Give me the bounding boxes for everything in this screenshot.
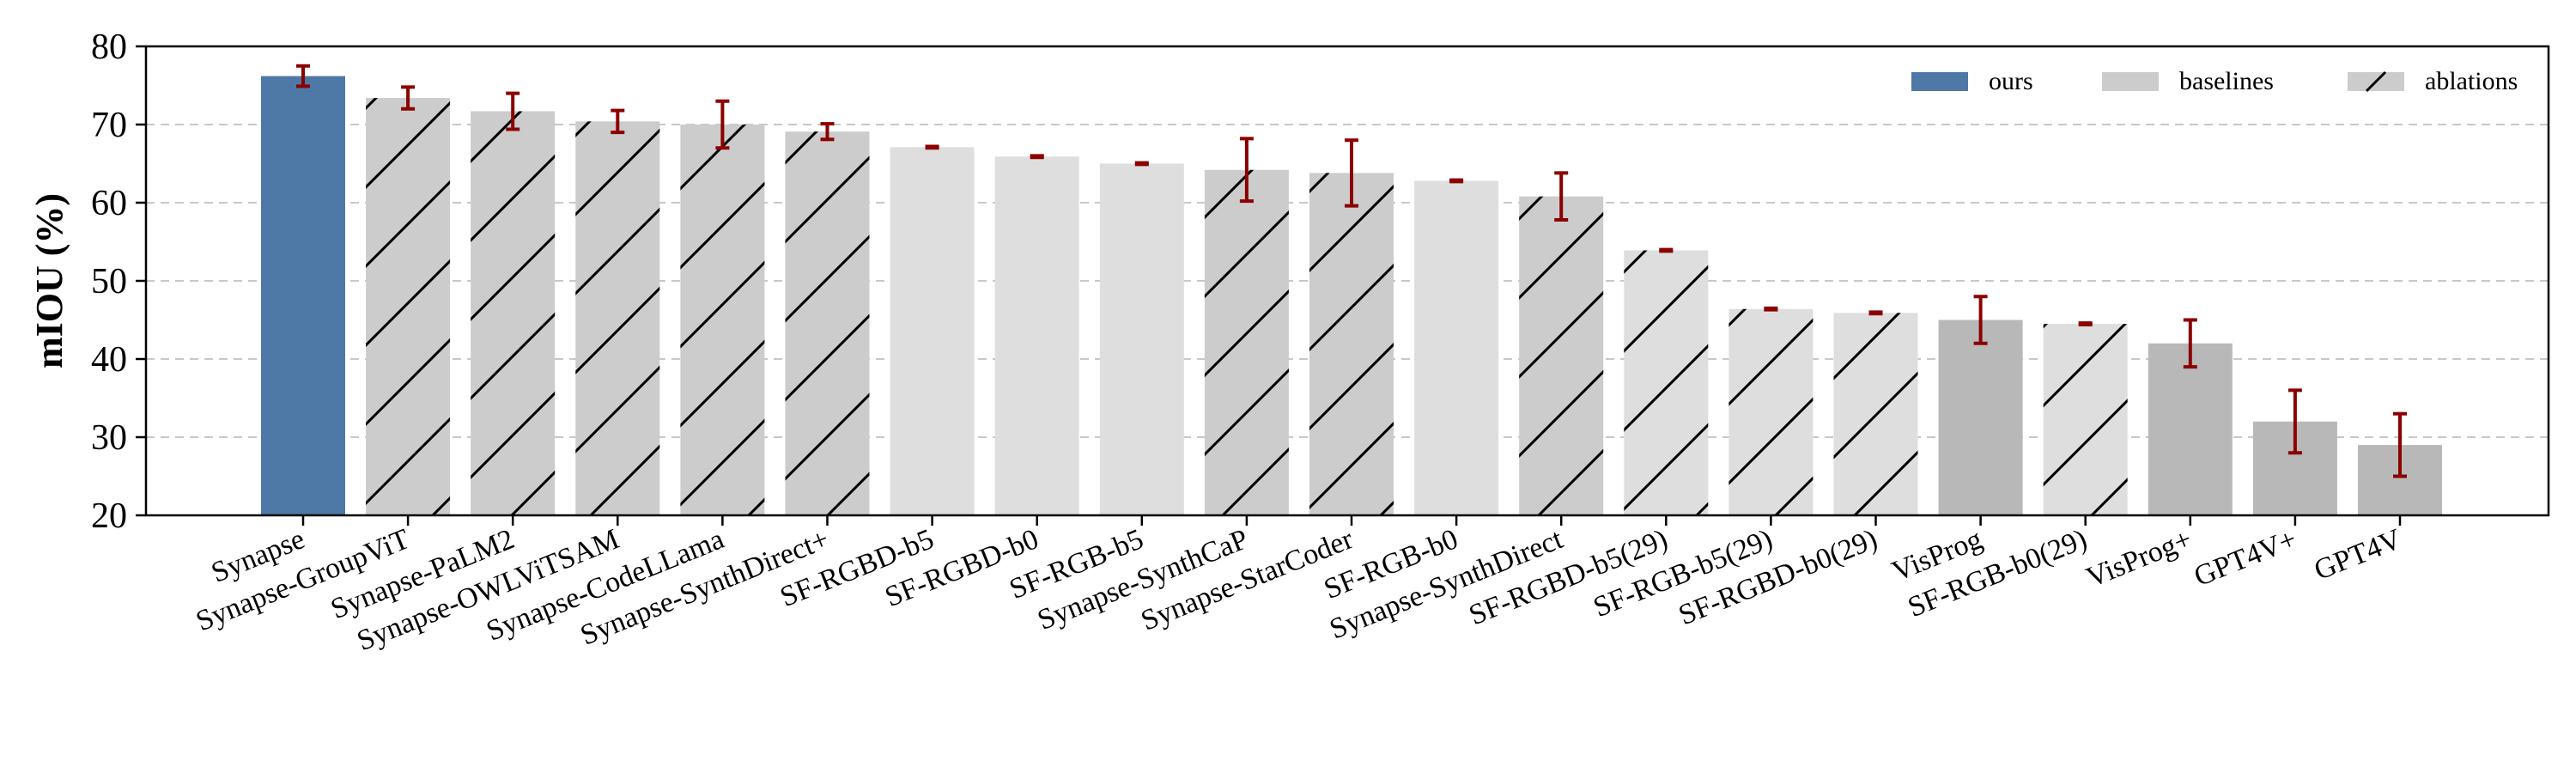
y-tick-label: 30 — [91, 418, 127, 458]
x-axis: SynapseSynapse-GroupViTSynapse-PaLM2Syna… — [191, 515, 2406, 657]
legend-item-ours: ours — [1911, 67, 2033, 95]
legend-label: ours — [1989, 67, 2033, 95]
error-bar — [506, 91, 520, 131]
bar-hatch — [680, 125, 765, 515]
error-bar — [401, 85, 416, 111]
y-tick-label: 60 — [91, 184, 127, 223]
legend-item-ablations: ablations — [2348, 67, 2518, 95]
error-bar — [1239, 137, 1254, 204]
bar-sf-rgb-b5 — [1099, 163, 1184, 515]
error-bar — [925, 144, 939, 150]
x-tick-label: GPT4V+ — [2190, 523, 2301, 593]
legend-item-baselines: baselines — [2102, 67, 2274, 95]
x-tick-label: VisProg+ — [2082, 523, 2196, 593]
y-tick-label: 50 — [91, 262, 127, 301]
legend-hatch — [2365, 70, 2387, 93]
y-axis: 20 30 40 50 60 70 80 — [91, 27, 146, 536]
bar-visprog — [1938, 320, 2023, 515]
error-bar — [1134, 161, 1149, 167]
error-bar — [611, 108, 625, 135]
error-bar — [2393, 411, 2407, 478]
y-tick-label: 80 — [91, 27, 127, 67]
bar-hatch — [1728, 308, 1814, 515]
bar-hatch — [1624, 250, 1709, 515]
legend: ours baselines ablations — [1911, 67, 2518, 95]
error-bar — [296, 64, 310, 88]
bar-hatch — [785, 131, 870, 515]
y-tick-label: 20 — [91, 496, 127, 536]
error-bar — [1868, 310, 1883, 316]
bar-hatch — [1833, 313, 1918, 515]
bar-sf-rgbd-b0 — [994, 156, 1079, 515]
bar-visprog- — [2148, 343, 2233, 515]
error-bar — [1659, 247, 1674, 253]
error-bar — [1030, 154, 1044, 160]
error-bar — [820, 122, 835, 142]
bar-hatch — [575, 121, 660, 516]
y-tick-label: 40 — [91, 340, 127, 380]
bar-hatch — [1204, 169, 1289, 515]
x-tick-label: GPT4V — [2310, 523, 2406, 587]
error-bar — [715, 99, 730, 150]
error-bar — [1764, 306, 1778, 312]
error-bar — [2078, 321, 2093, 326]
bar-sf-rgb-b0 — [1414, 180, 1499, 515]
error-bars — [296, 64, 2407, 478]
legend-label: ablations — [2425, 67, 2518, 95]
bar-hatch — [1519, 196, 1604, 515]
legend-swatch — [1911, 72, 1968, 91]
error-bar — [1973, 295, 1988, 345]
y-axis-label: mIOU (%) — [28, 193, 70, 368]
error-bar — [1554, 171, 1569, 222]
error-bar — [2183, 318, 2197, 369]
bar-synapse — [261, 76, 345, 515]
bar-hatch — [471, 111, 556, 515]
y-tick-label: 70 — [91, 106, 127, 145]
bar-hatch — [2043, 324, 2128, 515]
error-bar — [1449, 178, 1464, 184]
bar-hatch — [1309, 173, 1394, 516]
error-bar — [1345, 138, 1358, 208]
bar-sf-rgbd-b5 — [890, 147, 975, 515]
bar-hatch — [366, 98, 451, 515]
error-bar — [2287, 388, 2302, 455]
legend-swatch — [2102, 72, 2159, 91]
legend-label: baselines — [2179, 67, 2274, 95]
bars — [261, 76, 2442, 516]
